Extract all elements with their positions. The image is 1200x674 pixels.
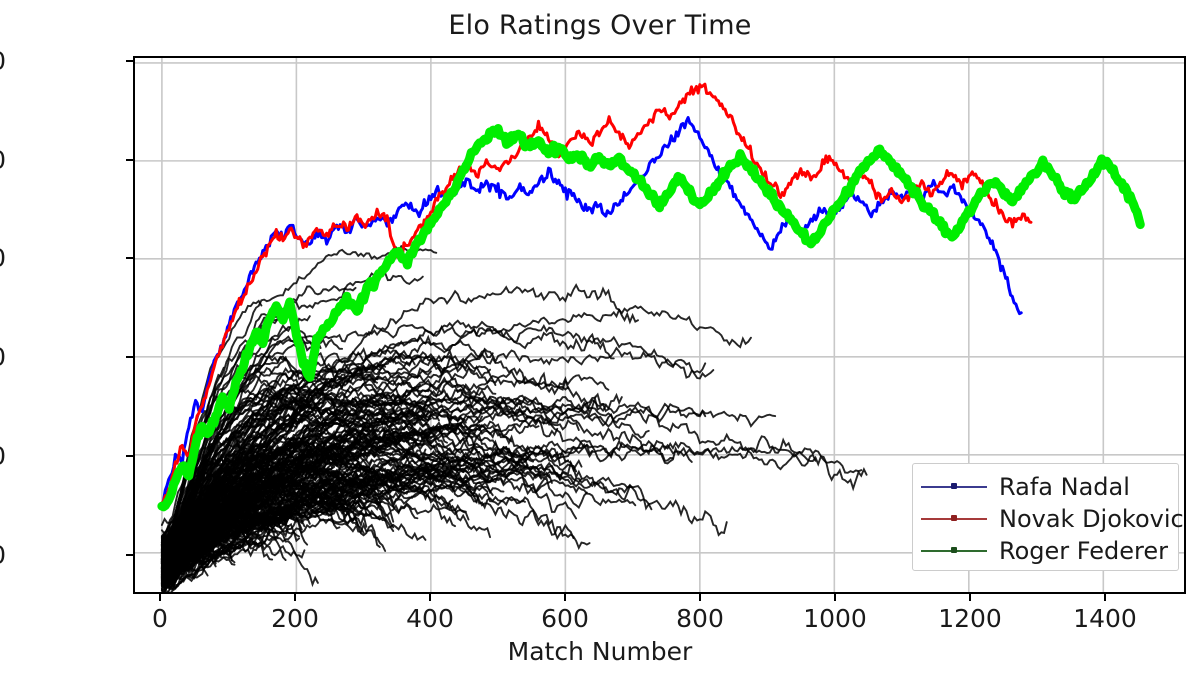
data-layer [135, 58, 1184, 592]
x-tick-mark [969, 594, 971, 601]
x-tick-mark [1104, 594, 1106, 601]
plot-area [133, 56, 1186, 594]
y-tick-mark [126, 356, 133, 359]
background-players-cloud [162, 246, 867, 592]
chart-legend[interactable]: Rafa Nadal Novak Djokovic Roger Federer [912, 463, 1184, 571]
y-tick-label: 1400 [0, 540, 6, 569]
y-tick-mark [126, 454, 133, 457]
legend-item[interactable]: Roger Federer [921, 535, 1168, 567]
x-tick-mark [294, 594, 296, 601]
legend-label: Novak Djokovic [999, 505, 1184, 533]
legend-label: Roger Federer [999, 537, 1169, 565]
x-tick-label: 800 [676, 604, 724, 633]
x-tick-mark [834, 594, 836, 601]
y-tick-mark [126, 158, 133, 161]
y-tick-label: 1600 [0, 441, 6, 470]
series-roger-federer [162, 128, 1140, 506]
legend-item[interactable]: Novak Djokovic [921, 503, 1184, 535]
legend-marker-djokovic [921, 512, 987, 526]
y-tick-label: 1800 [0, 343, 6, 372]
legend-marker-nadal [921, 480, 987, 494]
x-tick-label: 1000 [803, 604, 867, 633]
legend-marker-federer [921, 544, 987, 558]
chart-title: Elo Ratings Over Time [448, 10, 752, 41]
x-tick-mark [564, 594, 566, 601]
x-axis-label: Match Number [507, 637, 693, 666]
x-tick-mark [699, 594, 701, 601]
legend-label: Rafa Nadal [999, 473, 1130, 501]
x-tick-label: 1200 [938, 604, 1002, 633]
x-tick-label: 1400 [1073, 604, 1137, 633]
y-tick-label: 2200 [0, 145, 6, 174]
x-tick-label: 0 [152, 604, 168, 633]
y-tick-mark [126, 59, 133, 62]
legend-item[interactable]: Rafa Nadal [921, 471, 1168, 503]
x-tick-label: 200 [271, 604, 319, 633]
x-tick-label: 600 [541, 604, 589, 633]
y-tick-label: 2400 [0, 46, 6, 75]
x-tick-mark [159, 594, 161, 601]
series-novak-djokovic [162, 84, 1031, 503]
x-tick-label: 400 [406, 604, 454, 633]
y-tick-mark [126, 257, 133, 260]
y-tick-label: 2000 [0, 244, 6, 273]
x-tick-mark [429, 594, 431, 601]
y-tick-mark [126, 553, 133, 556]
